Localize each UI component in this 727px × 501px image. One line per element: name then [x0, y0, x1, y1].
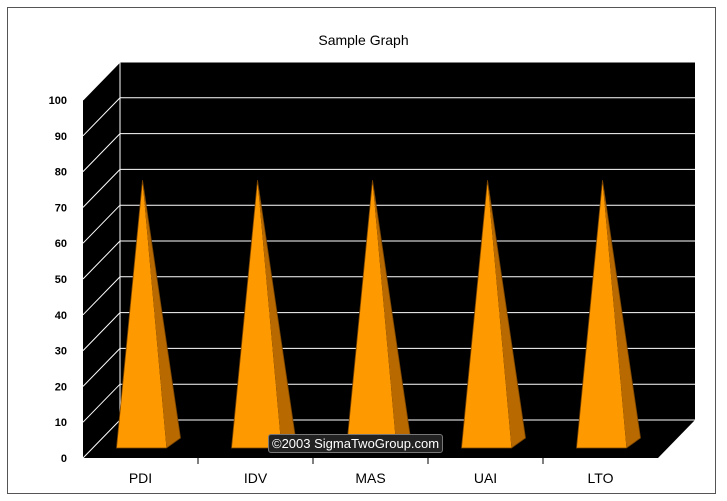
bar-pyramid: [461, 180, 526, 449]
y-tick-label: 50: [55, 274, 67, 286]
y-tick-label: 90: [55, 131, 67, 143]
y-tick-label: 100: [49, 95, 67, 107]
bar-front-face: [576, 180, 627, 449]
y-tick-label: 0: [61, 453, 67, 465]
chart-bars: [116, 180, 641, 449]
bar-front-face: [116, 180, 167, 449]
chart-title: Sample Graph: [318, 32, 409, 48]
bar-outline: [576, 180, 641, 449]
bar-outline: [461, 180, 526, 449]
y-tick-label: 10: [55, 417, 67, 429]
copyright-watermark: ©2003 SigmaTwoGroup.com: [268, 434, 444, 453]
y-tick-label: 40: [55, 310, 67, 322]
y-tick-label: 80: [55, 167, 67, 179]
y-tick-label: 70: [55, 202, 67, 214]
y-axis-ticks: 0 10 20 30 40 50 60 70 80 90 100: [49, 95, 67, 465]
x-tick-label: PDI: [129, 470, 152, 486]
bar-front-face: [231, 180, 282, 449]
x-tick-label: UAI: [474, 470, 497, 486]
bar-outline: [116, 180, 181, 449]
bar-pyramid: [576, 180, 641, 449]
y-tick-label: 60: [55, 238, 67, 250]
x-tick-label: LTO: [588, 470, 614, 486]
x-tick-label: IDV: [244, 470, 268, 486]
y-tick-label: 30: [55, 346, 67, 358]
x-tick-label: MAS: [355, 470, 385, 486]
x-axis-labels: PDI IDV MAS UAI LTO: [129, 458, 614, 486]
bar-front-face: [346, 180, 397, 449]
y-tick-label: 20: [55, 381, 67, 393]
bar-front-face: [461, 180, 512, 449]
bar-pyramid: [116, 180, 181, 449]
